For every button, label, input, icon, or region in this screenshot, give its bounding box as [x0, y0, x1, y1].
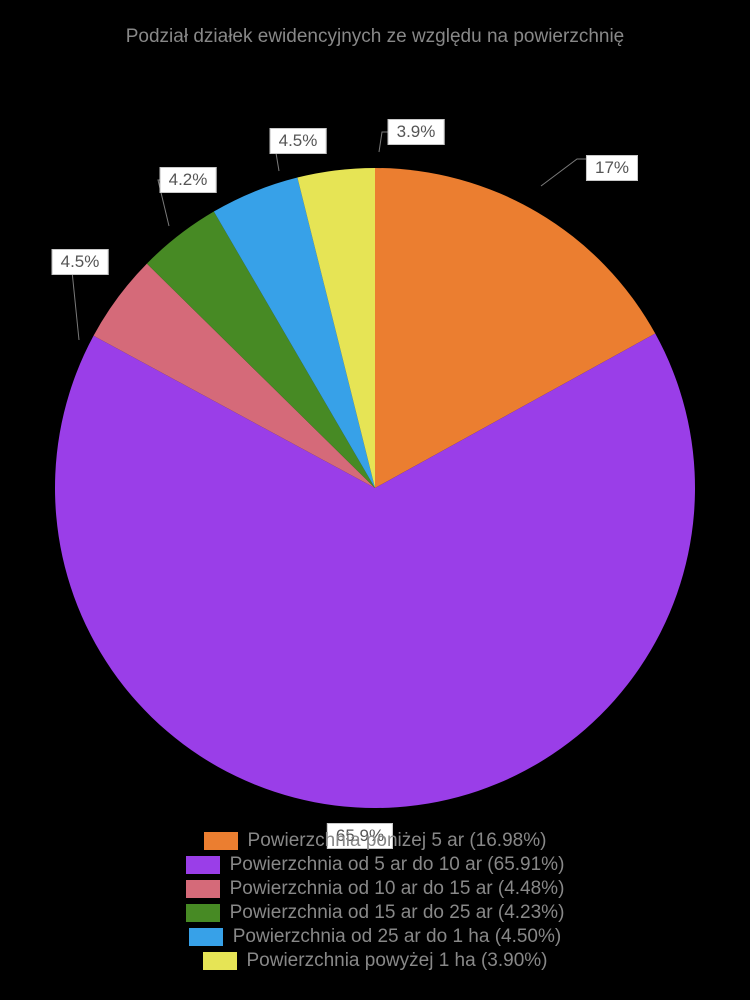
legend: Powierzchnia poniżej 5 ar (16.98%)Powier… — [0, 828, 750, 974]
legend-text: Powierzchnia poniżej 5 ar (16.98%) — [248, 830, 547, 852]
legend-swatch — [189, 928, 223, 946]
legend-swatch — [186, 904, 220, 922]
slice-label: 4.5% — [52, 249, 109, 275]
legend-text: Powierzchnia od 5 ar do 10 ar (65.91%) — [230, 854, 565, 876]
legend-swatch — [186, 880, 220, 898]
slice-label: 4.2% — [160, 167, 217, 193]
slice-label: 4.5% — [270, 128, 327, 154]
chart-title: Podział działek ewidencyjnych ze względu… — [0, 0, 750, 48]
legend-text: Powierzchnia od 15 ar do 25 ar (4.23%) — [230, 902, 565, 924]
legend-text: Powierzchnia powyżej 1 ha (3.90%) — [247, 950, 548, 972]
legend-swatch — [203, 952, 237, 970]
legend-swatch — [186, 856, 220, 874]
slice-label: 17% — [586, 155, 638, 181]
pie-chart: 17%65.9%4.5%4.2%4.5%3.9% — [0, 50, 750, 830]
legend-swatch — [204, 832, 238, 850]
legend-item: Powierzchnia od 5 ar do 10 ar (65.91%) — [0, 854, 750, 876]
legend-item: Powierzchnia od 10 ar do 15 ar (4.48%) — [0, 878, 750, 900]
legend-item: Powierzchnia powyżej 1 ha (3.90%) — [0, 950, 750, 972]
legend-text: Powierzchnia od 25 ar do 1 ha (4.50%) — [233, 926, 561, 948]
legend-item: Powierzchnia poniżej 5 ar (16.98%) — [0, 830, 750, 852]
legend-item: Powierzchnia od 15 ar do 25 ar (4.23%) — [0, 902, 750, 924]
slice-label: 3.9% — [388, 119, 445, 145]
legend-text: Powierzchnia od 10 ar do 15 ar (4.48%) — [230, 878, 565, 900]
legend-item: Powierzchnia od 25 ar do 1 ha (4.50%) — [0, 926, 750, 948]
